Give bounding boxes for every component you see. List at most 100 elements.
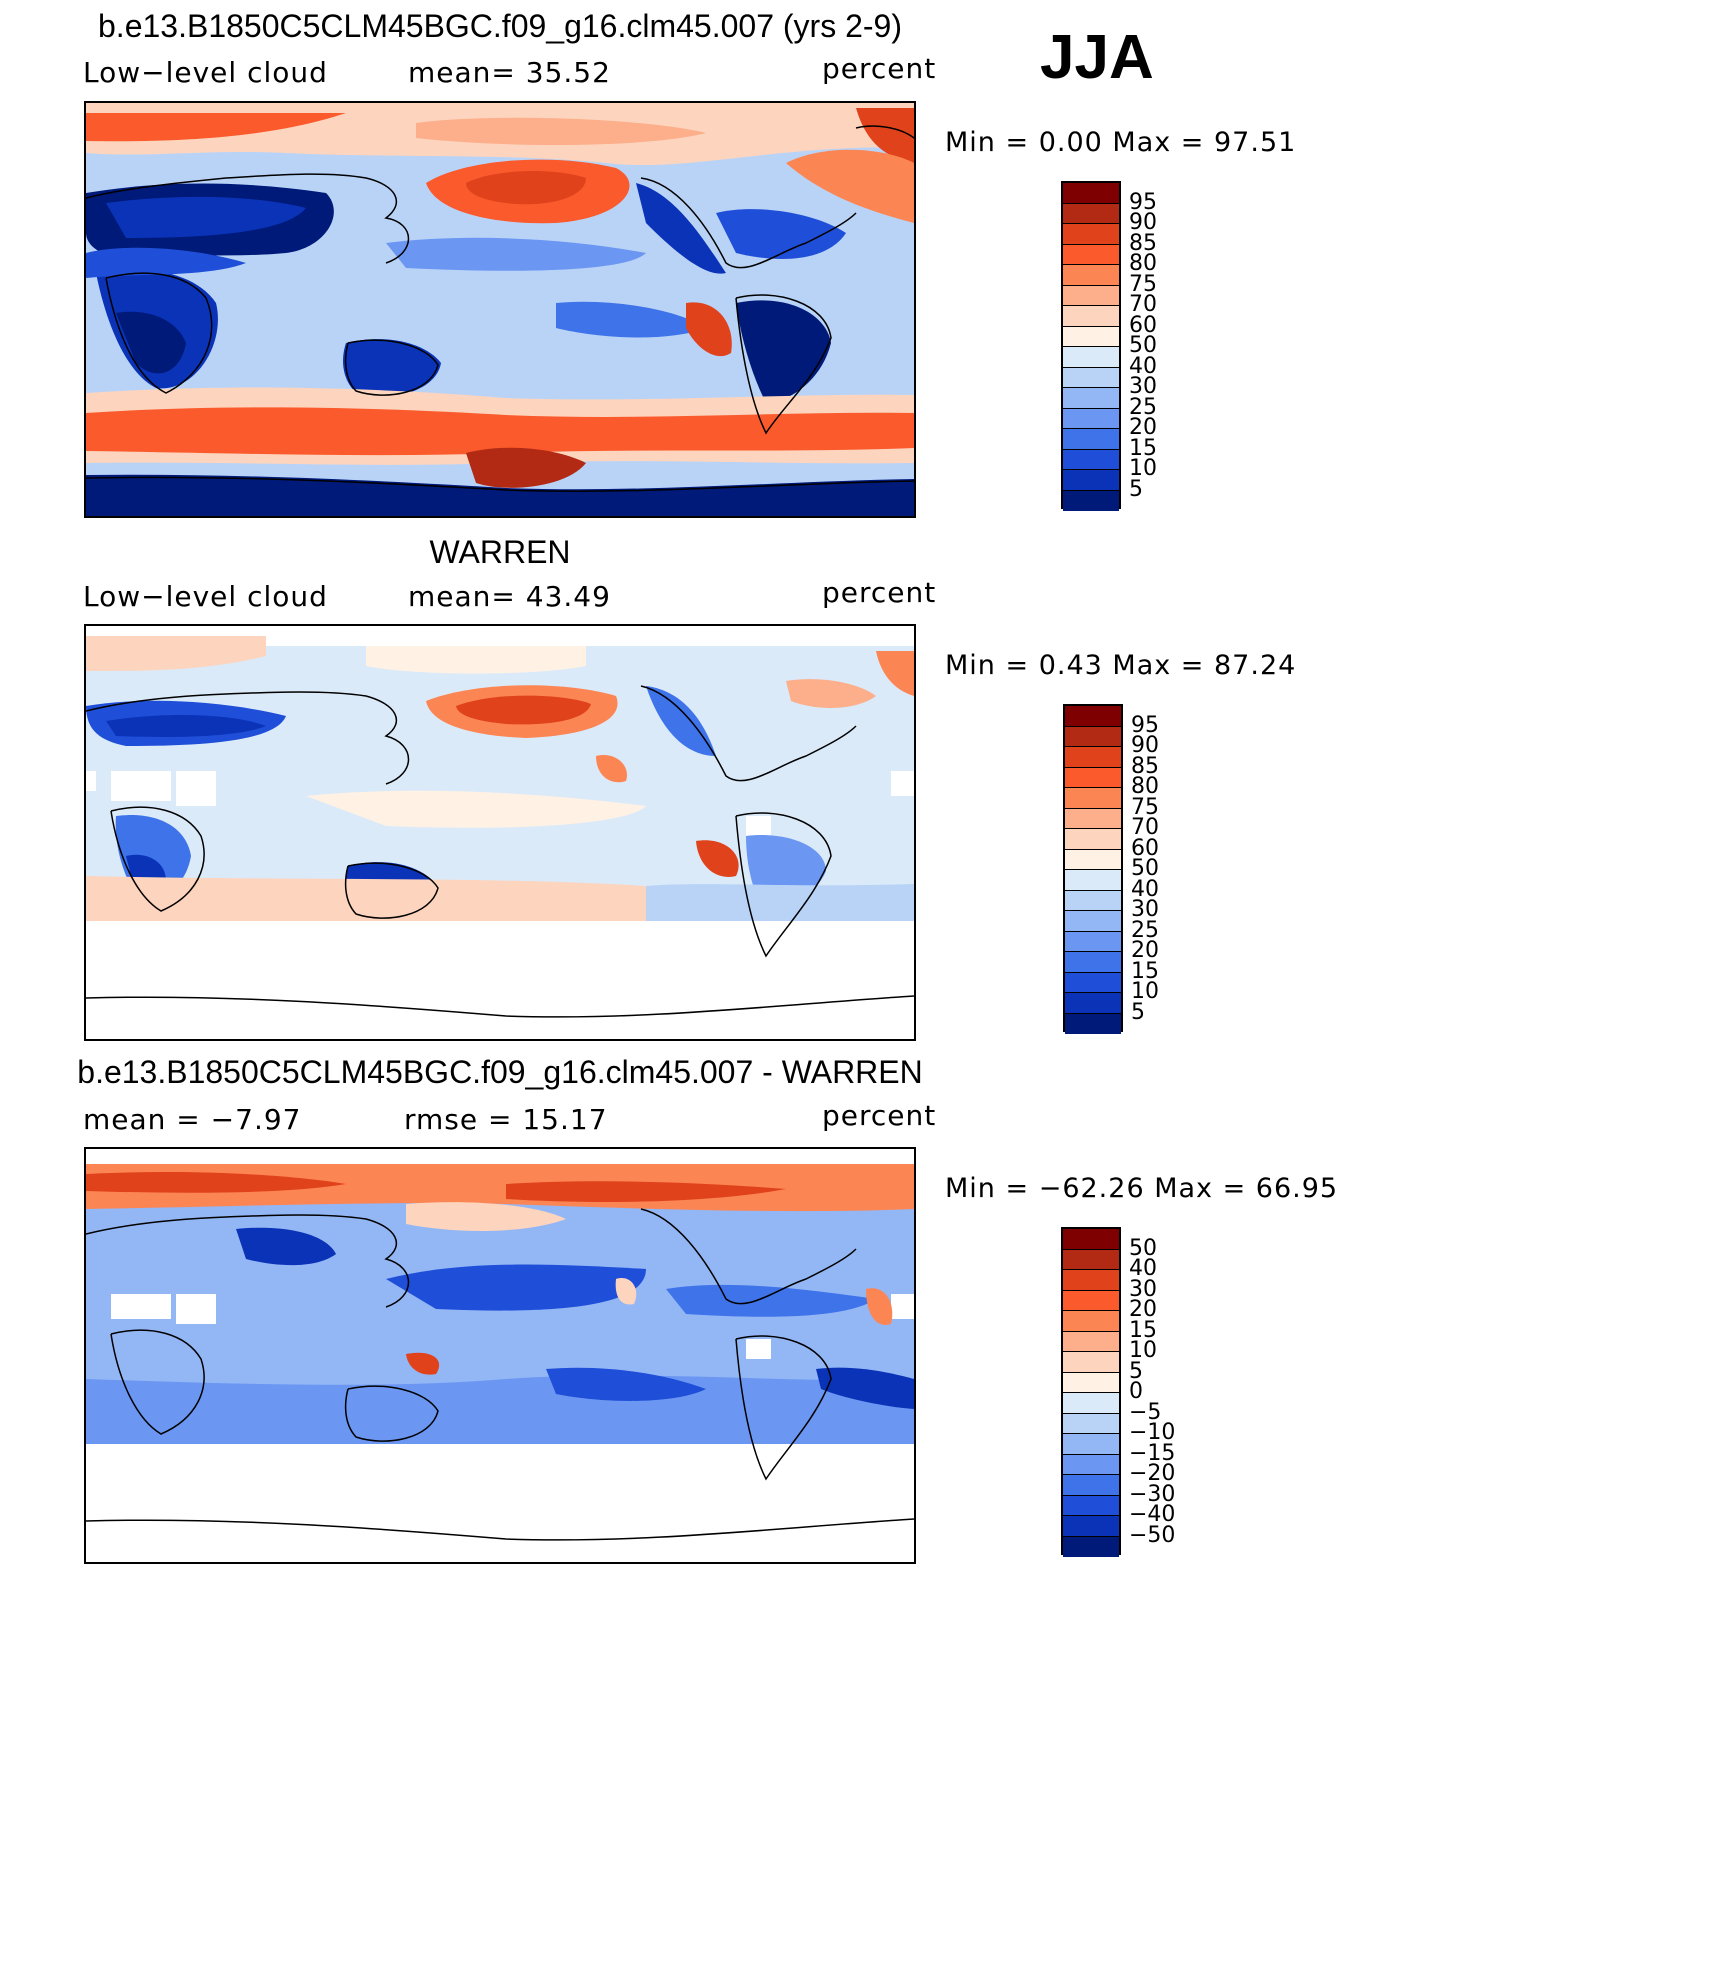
panel1-title: b.e13.B1850C5CLM45BGC.f09_g16.clm45.007 …	[98, 8, 902, 44]
colorbar-tick-label: 75	[1129, 271, 1157, 297]
colorbar-tick-label: 10	[1129, 456, 1157, 481]
panel2-variable-label: Low−level cloud	[83, 580, 328, 613]
colorbar-swatch	[1063, 244, 1119, 265]
colorbar-swatch	[1065, 808, 1121, 829]
colorbar-swatch	[1063, 1495, 1119, 1516]
panel1-colorbar	[1061, 181, 1121, 511]
colorbar-tick-label: 20	[1129, 415, 1157, 440]
colorbar-swatch	[1063, 449, 1119, 470]
colorbar-swatch	[1063, 203, 1119, 224]
colorbar-swatch	[1063, 265, 1119, 286]
colorbar-swatch	[1065, 972, 1121, 993]
colorbar-swatch	[1063, 1290, 1119, 1311]
colorbar-swatch	[1065, 747, 1121, 768]
colorbar-tick-label: 40	[1129, 353, 1157, 379]
colorbar-tick-label: 75	[1131, 794, 1159, 820]
colorbar-tick-label: 50	[1129, 1235, 1157, 1261]
colorbar-tick-label: 30	[1129, 1276, 1157, 1302]
colorbar-tick-label: 70	[1129, 292, 1157, 317]
colorbar-swatch	[1063, 224, 1119, 245]
colorbar-tick-label: 25	[1129, 394, 1157, 420]
colorbar-tick-label: 0	[1129, 1379, 1143, 1404]
colorbar-swatch	[1065, 931, 1121, 952]
panel3-rmse-label: rmse = 15.17	[404, 1103, 608, 1136]
panel2-colorbar	[1063, 704, 1123, 1034]
panel3-units-label: percent	[822, 1099, 937, 1132]
colorbar-swatch	[1063, 1475, 1119, 1496]
colorbar-swatch	[1063, 326, 1119, 347]
colorbar-tick-label: −5	[1129, 1399, 1162, 1425]
colorbar-swatch	[1063, 1249, 1119, 1270]
colorbar-swatch	[1065, 870, 1121, 891]
panel3-minmax: Min = −62.26 Max = 66.95	[945, 1173, 1339, 1204]
panel2-minmax: Min = 0.43 Max = 87.24	[945, 650, 1297, 681]
colorbar-tick-label: 5	[1129, 476, 1143, 502]
colorbar-tick-label: 95	[1129, 189, 1157, 215]
colorbar-tick-label: 90	[1129, 210, 1157, 235]
panel3-title: b.e13.B1850C5CLM45BGC.f09_g16.clm45.007 …	[77, 1054, 923, 1090]
colorbar-swatch	[1063, 1372, 1119, 1393]
colorbar-swatch	[1063, 183, 1119, 204]
colorbar-swatch	[1065, 788, 1121, 809]
colorbar-swatch	[1065, 849, 1121, 870]
colorbar-tick-label: 40	[1131, 876, 1159, 902]
colorbar-swatch	[1063, 1393, 1119, 1414]
panel3-colorbar	[1061, 1227, 1121, 1557]
colorbar-swatch	[1065, 890, 1121, 911]
colorbar-swatch	[1063, 1516, 1119, 1537]
colorbar-tick-label: 85	[1129, 230, 1157, 256]
colorbar-tick-label: 40	[1129, 1256, 1157, 1281]
colorbar-tick-label: 25	[1131, 917, 1159, 943]
panel1-mean-label: mean= 35.52	[408, 56, 611, 89]
colorbar-swatch	[1063, 408, 1119, 429]
panel3-map	[84, 1147, 916, 1564]
colorbar-swatch	[1063, 1434, 1119, 1455]
colorbar-tick-label: 80	[1129, 251, 1157, 276]
panel3-mean-label: mean = −7.97	[83, 1103, 302, 1136]
panel1-map	[84, 101, 916, 518]
colorbar-tick-label: 20	[1131, 938, 1159, 963]
panel2-title: WARREN	[429, 534, 571, 570]
colorbar-tick-label: 10	[1131, 979, 1159, 1004]
colorbar-swatch	[1063, 388, 1119, 409]
colorbar-tick-label: 20	[1129, 1297, 1157, 1322]
colorbar-swatch	[1063, 367, 1119, 388]
colorbar-tick-label: 60	[1131, 835, 1159, 861]
panel2-units-label: percent	[822, 576, 937, 609]
panel1-units-label: percent	[822, 52, 937, 85]
colorbar-tick-label: −20	[1129, 1461, 1176, 1486]
colorbar-swatch	[1065, 706, 1121, 727]
colorbar-tick-label: 30	[1129, 374, 1157, 399]
panel2-map	[84, 624, 916, 1041]
colorbar-swatch	[1063, 306, 1119, 327]
colorbar-tick-label: −10	[1129, 1420, 1176, 1445]
colorbar-tick-label: −30	[1129, 1481, 1176, 1507]
colorbar-swatch	[1063, 429, 1119, 450]
colorbar-swatch	[1063, 1536, 1119, 1557]
colorbar-swatch	[1065, 829, 1121, 850]
colorbar-tick-label: 30	[1131, 897, 1159, 922]
colorbar-swatch	[1063, 1413, 1119, 1434]
colorbar-tick-label: 95	[1131, 712, 1159, 738]
colorbar-tick-label: 70	[1131, 815, 1159, 840]
panel1-minmax: Min = 0.00 Max = 97.51	[945, 127, 1297, 158]
colorbar-tick-label: 85	[1131, 753, 1159, 779]
colorbar-swatch	[1065, 767, 1121, 788]
panel2-mean-label: mean= 43.49	[408, 580, 611, 613]
colorbar-swatch	[1065, 952, 1121, 973]
colorbar-tick-label: 50	[1131, 856, 1159, 881]
season-label: JJA	[1040, 23, 1154, 92]
colorbar-tick-label: 80	[1131, 774, 1159, 799]
colorbar-tick-label: 10	[1129, 1338, 1157, 1363]
colorbar-tick-label: 15	[1131, 958, 1159, 984]
colorbar-swatch	[1063, 1454, 1119, 1475]
colorbar-swatch	[1065, 726, 1121, 747]
colorbar-swatch	[1063, 1311, 1119, 1332]
colorbar-tick-label: −40	[1129, 1502, 1176, 1527]
colorbar-swatch	[1065, 993, 1121, 1014]
colorbar-swatch	[1065, 1013, 1121, 1034]
colorbar-tick-label: 5	[1131, 999, 1145, 1025]
colorbar-tick-label: 15	[1129, 435, 1157, 461]
colorbar-swatch	[1063, 285, 1119, 306]
colorbar-tick-label: −15	[1129, 1440, 1176, 1466]
